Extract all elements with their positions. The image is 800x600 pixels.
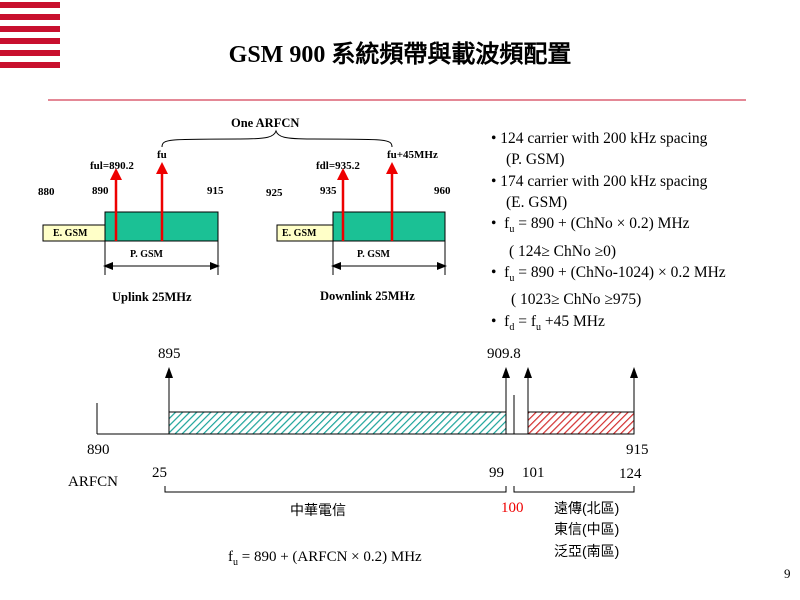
label-895: 895	[158, 346, 181, 362]
bullet-1: • 124 carrier with 200 kHz spacing	[491, 130, 708, 147]
tick-915: 915	[207, 185, 224, 197]
pgsm-uplink-label: P. GSM	[130, 249, 163, 260]
tick-935: 935	[320, 185, 337, 197]
uplink-band	[42, 162, 220, 275]
sub-d: d	[509, 321, 515, 333]
bullet-3-sub: ( 124≥ ChNo ≥0)	[509, 242, 616, 260]
bullet-2-sub: (E. GSM)	[506, 193, 568, 211]
sub-u2: u	[509, 272, 515, 284]
slide-title: GSM 900 系統頻帶與載波頻配置	[228, 42, 572, 68]
downlink-band	[276, 162, 447, 275]
bullet-5: • fd = fu +45 MHz	[491, 312, 605, 333]
fetnet-band	[527, 411, 635, 435]
bullet-1-sub: (P. GSM)	[506, 151, 565, 169]
arfcn-label: ARFCN	[68, 474, 119, 490]
fdl-label: fdl=935.2	[316, 160, 360, 172]
cht-label: 中華電信	[290, 502, 346, 518]
decorative-stripes	[0, 2, 60, 68]
arfcn-formula: fu = 890 + (ARFCN × 0.2) MHz	[228, 549, 422, 568]
ful-label: ful=890.2	[90, 160, 134, 172]
pgsm-downlink-box	[332, 211, 446, 242]
bullet-4-sub: ( 1023≥ ChNo ≥975)	[511, 291, 642, 309]
one-arfcn-brace	[161, 129, 393, 148]
cht-band	[168, 411, 507, 435]
arfcn-diagram	[96, 367, 638, 493]
tick-925: 925	[266, 187, 283, 199]
cht-bracket	[164, 486, 507, 493]
arrow-909-8	[502, 367, 510, 378]
label-100: 100	[501, 500, 524, 516]
tick-960: 960	[434, 185, 451, 197]
operator-south: 泛亞(南區)	[554, 543, 620, 559]
label-101: 101	[522, 465, 545, 481]
sub-u: u	[509, 224, 515, 236]
operator-north: 遠傳(北區)	[554, 500, 620, 516]
egsm-downlink-label: E. GSM	[282, 228, 317, 239]
tick-880: 880	[38, 186, 55, 198]
uplink-caption: Uplink 25MHz	[112, 290, 192, 304]
bullet-2: • 174 carrier with 200 kHz spacing	[491, 172, 708, 190]
bullet-3: • fu = 890 + (ChNo × 0.2) MHz	[491, 215, 690, 236]
label-99: 99	[489, 465, 504, 481]
bullet-4: • fu = 890 + (ChNo-1024) × 0.2 MHz	[491, 263, 726, 284]
pgsm-downlink-label: P. GSM	[357, 249, 390, 260]
fu-label: fu	[157, 149, 167, 161]
fu45-label: fu+45MHz	[387, 149, 438, 161]
label-124: 124	[619, 466, 642, 482]
egsm-uplink-label: E. GSM	[53, 228, 88, 239]
arrow-895	[165, 367, 173, 378]
operators-bracket	[513, 486, 635, 493]
operator-central: 東信(中區)	[554, 521, 620, 537]
label-915: 915	[626, 442, 649, 458]
page-number: 9	[784, 566, 791, 581]
arrow-915	[630, 367, 638, 378]
tick-890: 890	[92, 185, 109, 197]
label-25: 25	[152, 465, 167, 481]
downlink-caption: Downlink 25MHz	[320, 289, 415, 303]
sub-u3: u	[536, 321, 541, 333]
bullet-list: • 124 carrier with 200 kHz spacing (P. G…	[491, 128, 726, 338]
label-909-8: 909.8	[487, 346, 521, 362]
one-arfcn-label: One ARFCN	[231, 116, 300, 130]
arrow-910	[524, 367, 532, 378]
label-890: 890	[87, 442, 110, 458]
